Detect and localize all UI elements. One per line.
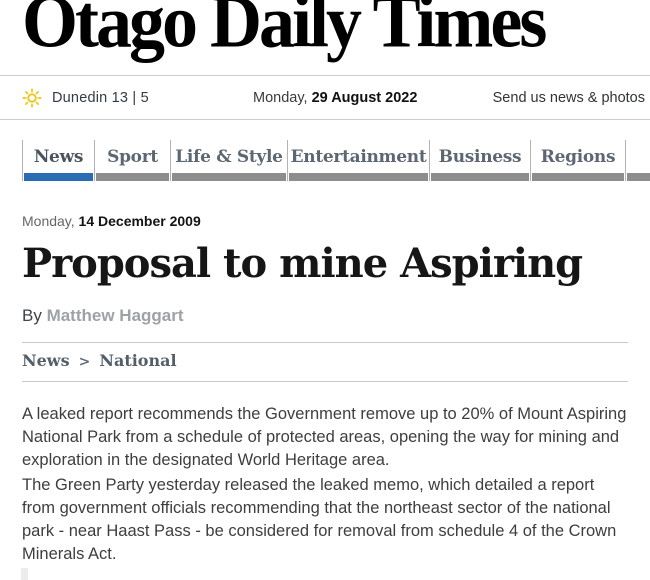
tab-entertainment-underline [289,173,428,181]
article-date-full: 14 December 2009 [78,213,201,229]
byline-author-link[interactable]: Matthew Haggart [46,306,184,325]
article-date-day: Monday, [22,213,79,229]
tab-news-label: News [33,146,84,167]
breadcrumb-separator: > [78,354,91,370]
tab-sport-label: Sport [107,146,158,167]
tab-features-label: Features [626,140,650,173]
tab-life-style-underline [172,173,286,181]
tab-business-underline [431,173,529,181]
cutoff-element-stub [21,568,28,580]
weather-widget[interactable]: Dunedin 13 | 5 [22,87,149,108]
tab-regions-underline [532,173,624,181]
breadcrumb: News > National [22,342,628,382]
current-date-day: Monday, [253,89,312,106]
breadcrumb-news-link[interactable]: News [22,351,70,370]
tab-regions-label: Regions [540,146,616,167]
byline-prefix: By [22,306,47,325]
weather-text: Dunedin 13 | 5 [52,89,149,106]
breadcrumb-national-link[interactable]: National [99,351,177,370]
tab-entertainment[interactable]: Entertainment [287,140,429,181]
tab-regions[interactable]: Regions [530,140,625,181]
current-date-full: 29 August 2022 [311,89,418,106]
tab-entertainment-label: Entertainment [290,146,427,167]
tab-features[interactable]: Features [625,140,650,181]
sun-icon [22,87,42,108]
tab-features-underline [627,173,650,181]
main-nav: News Sport Life & Style Entertainment Bu… [0,140,650,181]
article-paragraph-1: A leaked report recommends the Governmen… [22,405,627,469]
article-headline: Proposal to mine Aspiring [22,240,583,287]
utility-bar: Dunedin 13 | 5 Monday, 29 August 2022 Se… [0,76,650,120]
tab-sport-underline [96,173,169,181]
masthead: Otago Daily Times [0,0,650,76]
tab-news-underline [24,173,93,181]
tab-life-style[interactable]: Life & Style [170,140,287,181]
masthead-logo[interactable]: Otago Daily Times [22,0,547,64]
tab-news[interactable]: News [22,140,94,181]
tab-sport[interactable]: Sport [94,140,170,181]
tab-business-label: Business [438,146,522,167]
tab-life-style-label: Life & Style [175,146,283,167]
article-paragraph-2: The Green Party yesterday released the l… [22,476,617,563]
byline: By Matthew Haggart [22,306,628,326]
article: Monday, 14 December 2009 Proposal to min… [0,213,650,580]
send-news-link[interactable]: Send us news & photos [492,89,645,106]
article-date: Monday, 14 December 2009 [22,213,628,230]
tab-business[interactable]: Business [429,140,530,181]
current-date: Monday, 29 August 2022 [253,90,417,106]
